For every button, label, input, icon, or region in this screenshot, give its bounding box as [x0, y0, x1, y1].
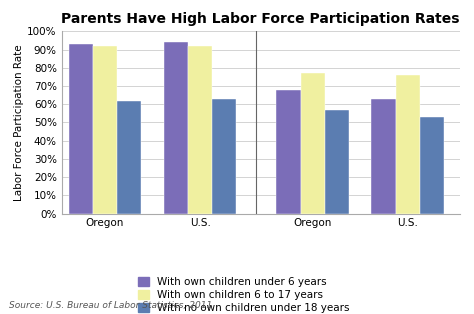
Bar [164, 42, 188, 214]
Bar [69, 44, 93, 214]
Bar [372, 99, 396, 214]
Bar [93, 46, 117, 214]
Bar [301, 73, 325, 214]
Bar [276, 90, 301, 214]
Bar [325, 110, 349, 214]
Bar [212, 99, 237, 214]
Bar [420, 117, 444, 214]
Title: Parents Have High Labor Force Participation Rates: Parents Have High Labor Force Participat… [62, 12, 460, 26]
Y-axis label: Labor Force Participation Rate: Labor Force Participation Rate [15, 44, 25, 201]
Bar [188, 46, 212, 214]
Legend: With own children under 6 years, With own children 6 to 17 years, With no own ch: With own children under 6 years, With ow… [138, 277, 350, 313]
Bar [396, 75, 420, 214]
Text: Source: U.S. Bureau of Labor Statistics, 2011: Source: U.S. Bureau of Labor Statistics,… [9, 301, 213, 310]
Bar [117, 100, 141, 214]
